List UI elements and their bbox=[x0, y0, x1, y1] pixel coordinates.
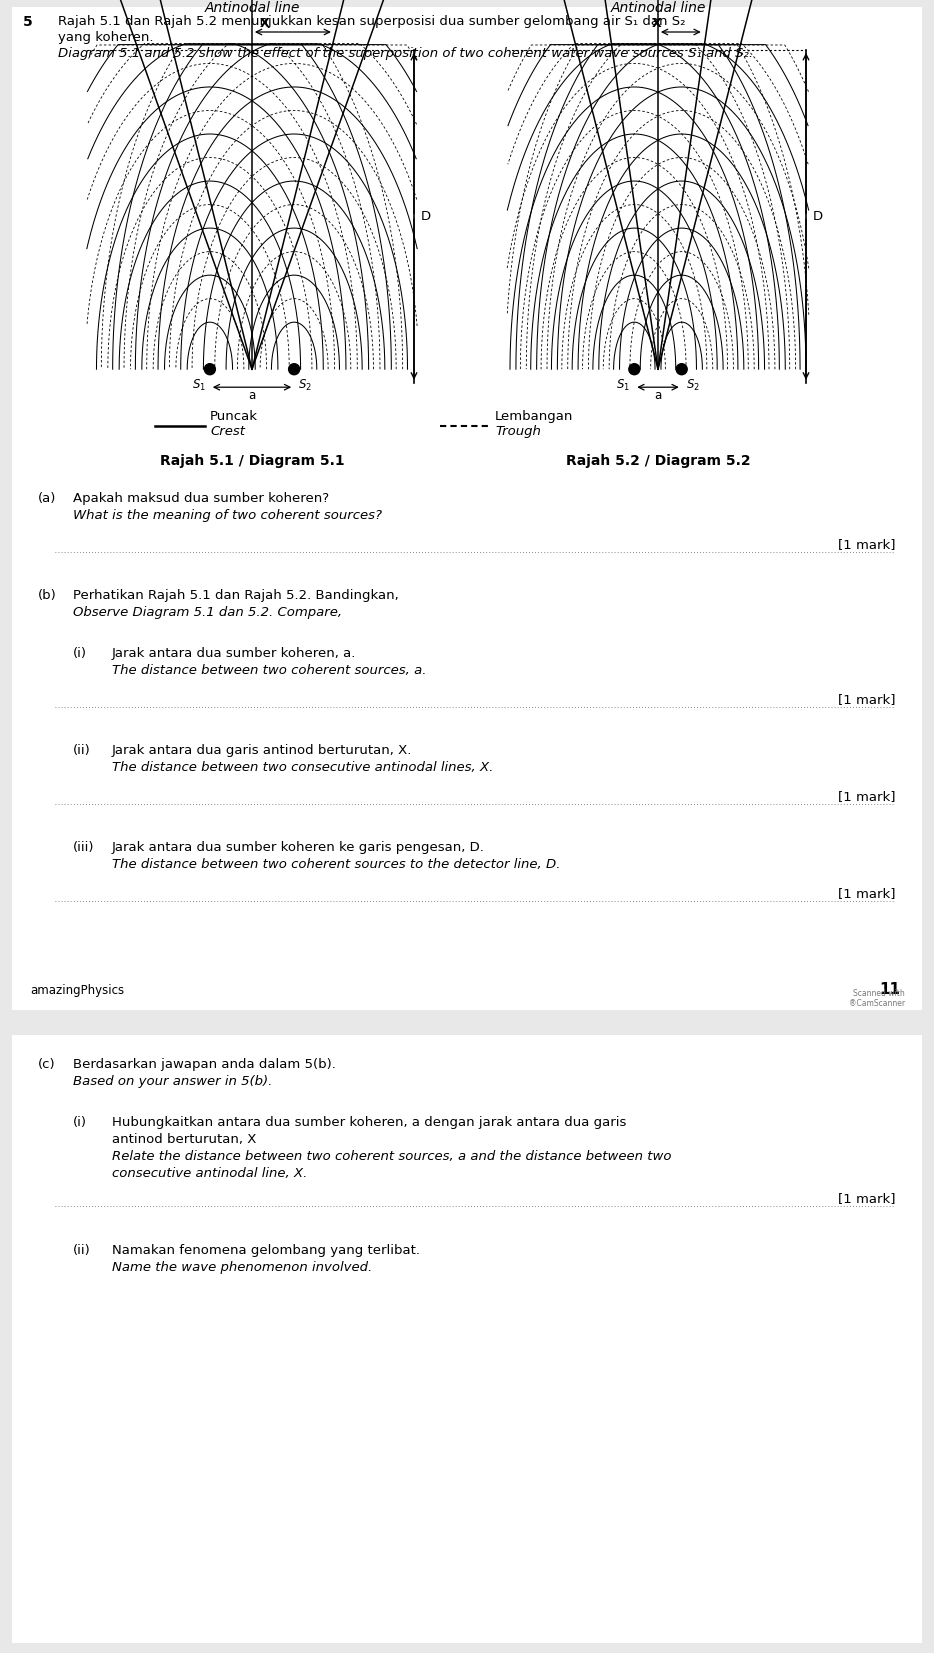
Text: Rajah 5.1 dan Rajah 5.2 menunjukkan kesan superposisi dua sumber gelombang air S: Rajah 5.1 dan Rajah 5.2 menunjukkan kesa… bbox=[58, 15, 686, 28]
Text: D: D bbox=[421, 210, 432, 223]
Circle shape bbox=[629, 364, 640, 375]
Text: consecutive antinodal line, X.: consecutive antinodal line, X. bbox=[112, 1167, 307, 1180]
Text: Rajah 5.1 / Diagram 5.1: Rajah 5.1 / Diagram 5.1 bbox=[160, 455, 345, 468]
Text: Jarak antara dua sumber koheren, a.: Jarak antara dua sumber koheren, a. bbox=[112, 646, 357, 660]
Circle shape bbox=[289, 364, 300, 375]
Text: (a): (a) bbox=[38, 493, 56, 506]
Text: (i): (i) bbox=[73, 1116, 87, 1129]
Text: amazingPhysics: amazingPhysics bbox=[30, 984, 124, 997]
Text: X: X bbox=[260, 17, 270, 30]
Text: The distance between two coherent sources, a.: The distance between two coherent source… bbox=[112, 665, 427, 678]
Text: Puncak: Puncak bbox=[210, 410, 258, 423]
Text: Rajah 5.2 / Diagram 5.2: Rajah 5.2 / Diagram 5.2 bbox=[566, 455, 750, 468]
Text: (iii): (iii) bbox=[73, 841, 94, 855]
Text: yang koheren.: yang koheren. bbox=[58, 31, 153, 45]
Text: (ii): (ii) bbox=[73, 1245, 91, 1256]
Text: a: a bbox=[248, 388, 256, 402]
Bar bbox=[12, 7, 922, 1010]
Text: Crest: Crest bbox=[210, 425, 245, 438]
Text: Jarak antara dua sumber koheren ke garis pengesan, D.: Jarak antara dua sumber koheren ke garis… bbox=[112, 841, 485, 855]
Text: Apakah maksud dua sumber koheren?: Apakah maksud dua sumber koheren? bbox=[73, 493, 329, 506]
Text: Hubungkaitkan antara dua sumber koheren, a dengan jarak antara dua garis: Hubungkaitkan antara dua sumber koheren,… bbox=[112, 1116, 627, 1129]
Circle shape bbox=[676, 364, 687, 375]
Text: (i): (i) bbox=[73, 646, 87, 660]
Text: antinod berturutan, X: antinod berturutan, X bbox=[112, 1132, 256, 1146]
Text: (ii): (ii) bbox=[73, 744, 91, 757]
Text: Antinodal line: Antinodal line bbox=[610, 2, 706, 15]
Text: a: a bbox=[655, 388, 661, 402]
Text: Lembangan: Lembangan bbox=[495, 410, 573, 423]
Text: The distance between two coherent sources to the detector line, D.: The distance between two coherent source… bbox=[112, 858, 560, 871]
Text: Berdasarkan jawapan anda dalam 5(b).: Berdasarkan jawapan anda dalam 5(b). bbox=[73, 1058, 336, 1071]
Text: (b): (b) bbox=[38, 588, 57, 602]
Text: Namakan fenomena gelombang yang terlibat.: Namakan fenomena gelombang yang terlibat… bbox=[112, 1245, 420, 1256]
Text: Observe Diagram 5.1 dan 5.2. Compare,: Observe Diagram 5.1 dan 5.2. Compare, bbox=[73, 607, 342, 618]
Text: [1 mark]: [1 mark] bbox=[838, 888, 895, 899]
Text: 5: 5 bbox=[23, 15, 33, 30]
Text: Relate the distance between two coherent sources, a and the distance between two: Relate the distance between two coherent… bbox=[112, 1150, 672, 1164]
Text: Jarak antara dua garis antinod berturutan, X.: Jarak antara dua garis antinod berturuta… bbox=[112, 744, 413, 757]
Text: Diagram 5.1 and 5.2 show the effect of the superposition of two coherent water w: Diagram 5.1 and 5.2 show the effect of t… bbox=[58, 46, 753, 60]
Text: Trough: Trough bbox=[495, 425, 541, 438]
Text: Name the wave phenomenon involved.: Name the wave phenomenon involved. bbox=[112, 1261, 373, 1274]
Text: (c): (c) bbox=[38, 1058, 56, 1071]
Text: $S_2$: $S_2$ bbox=[298, 379, 312, 393]
Text: X: X bbox=[651, 17, 661, 30]
Text: Based on your answer in 5(b).: Based on your answer in 5(b). bbox=[73, 1074, 273, 1088]
Text: $S_2$: $S_2$ bbox=[686, 379, 700, 393]
Text: D: D bbox=[813, 210, 823, 223]
Text: $S_1$: $S_1$ bbox=[616, 379, 630, 393]
Text: [1 mark]: [1 mark] bbox=[838, 1192, 895, 1205]
Text: Perhatikan Rajah 5.1 dan Rajah 5.2. Bandingkan,: Perhatikan Rajah 5.1 dan Rajah 5.2. Band… bbox=[73, 588, 399, 602]
Circle shape bbox=[205, 364, 216, 375]
Text: Antinodal line: Antinodal line bbox=[205, 2, 300, 15]
Text: [1 mark]: [1 mark] bbox=[838, 790, 895, 803]
Text: The distance between two consecutive antinodal lines, X.: The distance between two consecutive ant… bbox=[112, 760, 493, 774]
Bar bbox=[12, 1035, 922, 1643]
Text: [1 mark]: [1 mark] bbox=[838, 693, 895, 706]
Text: [1 mark]: [1 mark] bbox=[838, 537, 895, 550]
Text: 11: 11 bbox=[879, 982, 900, 997]
Text: $S_1$: $S_1$ bbox=[192, 379, 205, 393]
Text: Scanned with
®CamScanner: Scanned with ®CamScanner bbox=[849, 988, 905, 1008]
Text: What is the meaning of two coherent sources?: What is the meaning of two coherent sour… bbox=[73, 509, 382, 522]
